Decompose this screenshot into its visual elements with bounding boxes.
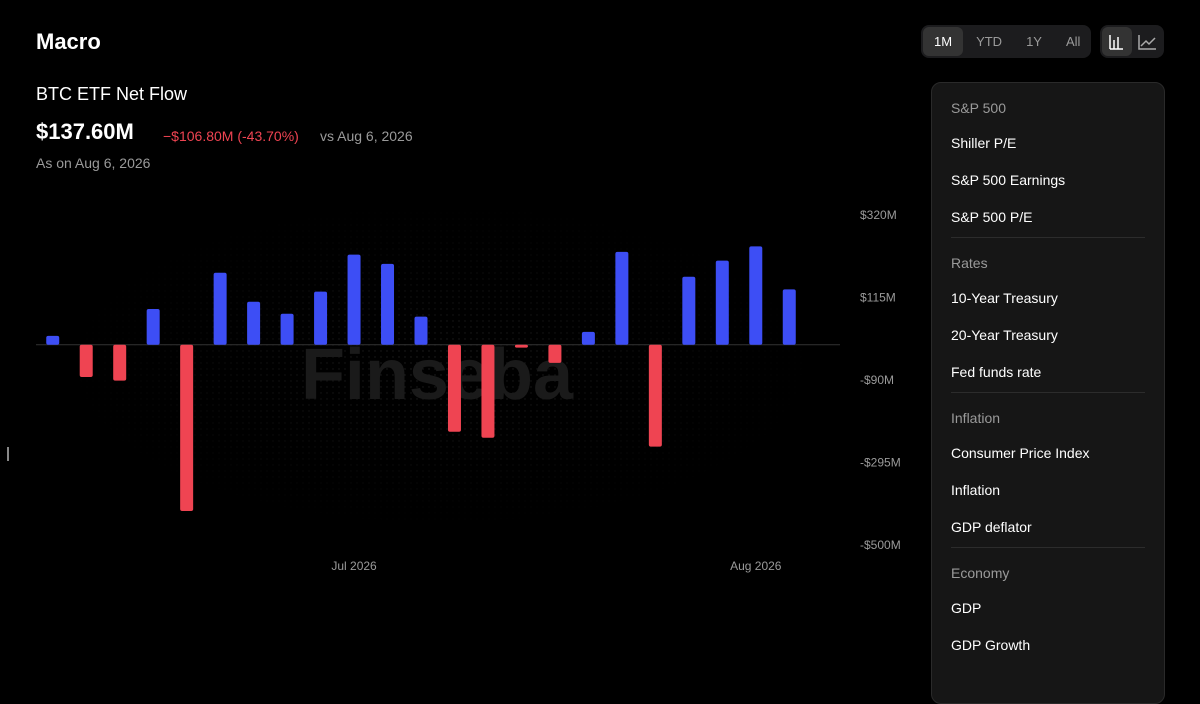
watermark: Finseba — [301, 335, 574, 415]
bar — [648, 344, 662, 447]
section-title: Economy — [951, 565, 1010, 581]
range-button[interactable]: All — [1065, 34, 1081, 49]
comparison: vs Aug 6, 2026 — [320, 128, 413, 144]
page: Finseba $320M $115M -$90M -$295M -$500M Jul 2… — [7, 25, 1165, 704]
divider — [951, 237, 1145, 238]
sidebar-item[interactable]: Fed funds rate — [951, 364, 1042, 380]
bar — [414, 316, 428, 345]
bar — [514, 344, 528, 348]
chart-type-icons — [1102, 27, 1156, 56]
bar — [213, 272, 227, 345]
chart: Finseba $320M $115M -$90M -$295M -$500M Jul 2… — [7, 200, 901, 573]
bar — [481, 344, 495, 438]
bar — [347, 254, 361, 345]
bar — [46, 335, 60, 345]
bar — [682, 276, 696, 345]
bar — [715, 260, 729, 345]
y-tick-label: -$90M — [860, 373, 894, 387]
line-chart-button[interactable] — [1138, 35, 1156, 50]
chart-title: BTC ETF Net Flow — [36, 84, 188, 104]
section-title: Rates — [951, 255, 988, 271]
range-toggle: 1M YTD 1Y All — [921, 25, 1091, 58]
bar — [615, 251, 629, 345]
bar — [79, 344, 93, 377]
sidebar-item[interactable]: GDP Growth — [951, 637, 1031, 653]
as-of: As on Aug 6, 2026 — [36, 155, 151, 171]
range-button[interactable]: 1Y — [1026, 34, 1042, 49]
bar — [247, 301, 261, 345]
sidebar-item[interactable]: S&P 500 Earnings — [951, 172, 1066, 188]
section-title: Inflation — [951, 410, 1001, 426]
sidebar-item[interactable]: Inflation — [951, 482, 1001, 498]
divider — [951, 392, 1145, 393]
sidebar-item[interactable]: S&P 500 P/E — [951, 209, 1033, 225]
sidebar-item[interactable]: 10-Year Treasury — [951, 290, 1058, 306]
bar-chart-button[interactable] — [1102, 27, 1132, 56]
page-title: Macro — [36, 29, 101, 54]
sidebar: S&P 500 Shiller P/E S&P 500 Earnings S&P 50… — [931, 82, 1165, 704]
divider — [951, 547, 1145, 548]
sidebar-item[interactable]: Shiller P/E — [951, 135, 1017, 151]
x-tick-label: Jul 2026 — [331, 559, 377, 573]
sidebar-item[interactable]: 20-Year Treasury — [951, 327, 1058, 343]
bar — [381, 263, 395, 345]
bar — [146, 308, 160, 345]
bar — [180, 344, 194, 511]
change: −$106.80M (-43.70%) — [163, 128, 299, 144]
bar — [782, 289, 796, 345]
bar — [749, 246, 763, 345]
x-tick-label: Aug 2026 — [730, 559, 782, 573]
y-tick-label: $115M — [860, 291, 896, 305]
y-tick-label: -$500M — [860, 538, 901, 552]
bar — [314, 291, 328, 345]
range-button[interactable]: YTD — [976, 34, 1003, 49]
sidebar-item[interactable]: Consumer Price Index — [951, 445, 1090, 461]
section-title: S&P 500 — [951, 100, 1007, 116]
y-tick-label: $320M — [860, 208, 897, 222]
scroll-handle — [7, 447, 9, 461]
bar-icon — [1109, 35, 1123, 50]
bar — [447, 344, 461, 432]
bar — [280, 313, 294, 345]
sidebar-item[interactable]: GDP — [951, 600, 982, 616]
bar — [548, 344, 562, 363]
chart-type-toggle — [1100, 25, 1164, 58]
sidebar-item[interactable]: GDP deflator — [951, 519, 1032, 535]
y-tick-label: -$295M — [860, 456, 901, 470]
headline-value: $137.60M — [36, 119, 134, 144]
bar — [581, 331, 595, 345]
bar — [113, 344, 127, 381]
range-button[interactable]: 1M — [923, 27, 964, 56]
